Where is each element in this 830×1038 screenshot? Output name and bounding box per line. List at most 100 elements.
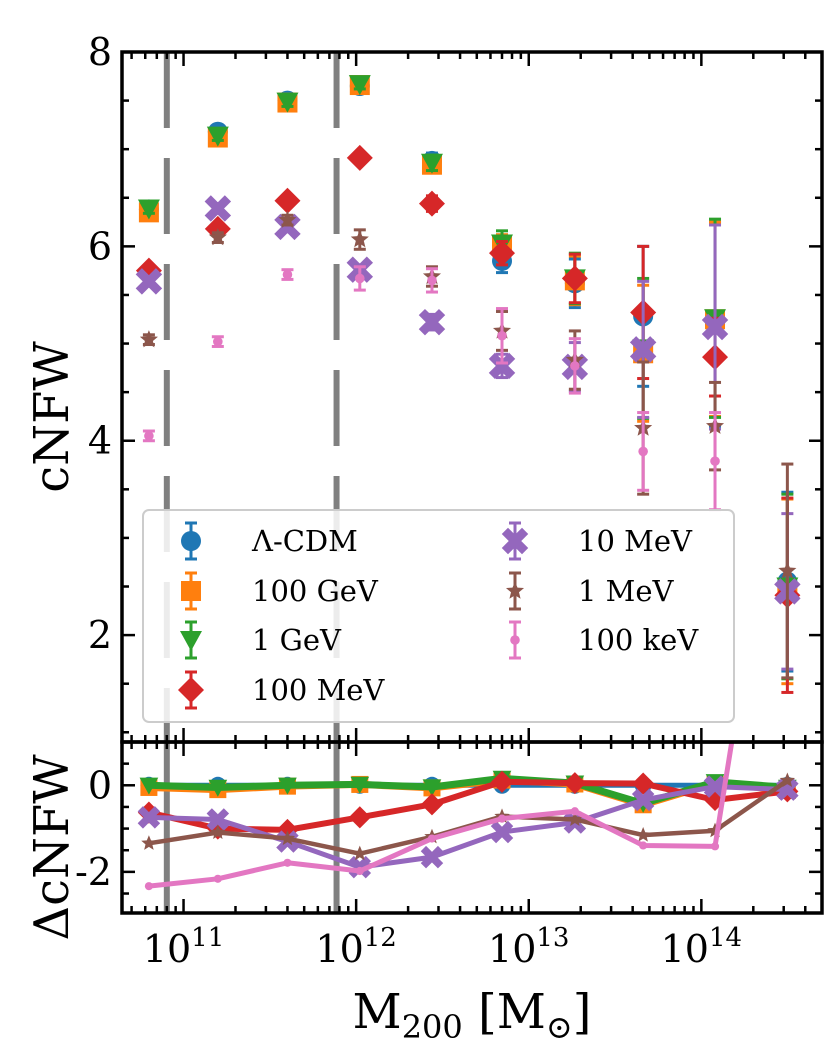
data-point <box>420 793 444 816</box>
legend-item: 100 keV <box>509 620 699 660</box>
legend-marker <box>505 581 525 599</box>
legend-item: Λ-CDM <box>181 521 358 561</box>
data-point <box>422 779 442 797</box>
axes-overlay: 2 4 6 8 -2 0 1011 1012 1013 1014 cNFW ΔcNFW M200 [M⊙… <box>24 30 824 1038</box>
data-point <box>279 830 296 846</box>
legend-marker <box>501 527 529 555</box>
data-point <box>635 827 651 842</box>
legend-label: 1 MeV <box>578 574 675 608</box>
legend-marker <box>181 581 201 601</box>
legend-marker <box>180 631 202 651</box>
y-tick-label: 4 <box>88 419 112 463</box>
series-top-6 <box>142 265 722 512</box>
data-point <box>563 772 586 795</box>
data-point <box>420 153 443 174</box>
data-point <box>348 75 371 96</box>
data-point <box>638 446 648 457</box>
top-panel <box>135 52 801 742</box>
legend-label: Λ-CDM <box>251 524 358 558</box>
data-point <box>355 273 365 284</box>
legend-item: 1 MeV <box>505 571 675 611</box>
data-point <box>204 195 232 222</box>
data-point <box>632 772 655 795</box>
data-point <box>488 352 516 380</box>
data-point <box>208 228 227 246</box>
data-point <box>137 806 161 829</box>
data-point <box>631 788 655 812</box>
data-point <box>135 268 163 295</box>
data-point <box>144 882 153 891</box>
data-point <box>350 776 370 794</box>
data-point <box>570 807 579 816</box>
data-point <box>355 866 364 876</box>
legend-item: 100 GeV <box>181 571 379 611</box>
data-point <box>137 199 160 220</box>
data-point <box>783 392 791 400</box>
data-point <box>710 842 720 851</box>
data-point <box>282 269 293 280</box>
x-tick-label: 1011 <box>143 923 224 971</box>
data-point <box>274 187 301 214</box>
data-point <box>497 330 507 341</box>
data-point <box>144 431 154 441</box>
data-point <box>346 144 373 171</box>
legend-label: 1 GeV <box>252 623 342 657</box>
y-tick-label: 8 <box>88 30 112 74</box>
series-line <box>148 742 735 889</box>
data-point <box>427 834 437 843</box>
y-tick-label: 6 <box>88 224 112 268</box>
legend-label: 100 keV <box>578 623 699 657</box>
series-line <box>148 784 788 870</box>
x-tick-label: 1013 <box>488 923 569 971</box>
series-bottom-6 <box>144 392 791 891</box>
data-point <box>208 779 228 797</box>
data-point <box>206 126 229 147</box>
data-point <box>418 190 445 217</box>
bottom-plot-area <box>137 392 799 913</box>
data-point <box>213 336 223 347</box>
data-point <box>570 361 580 371</box>
data-point <box>710 456 720 466</box>
data-point <box>778 561 797 579</box>
data-point <box>418 308 446 336</box>
data-point <box>283 858 292 867</box>
data-point <box>420 845 444 869</box>
data-point <box>567 811 583 827</box>
data-point <box>213 874 222 883</box>
x-axis-title: M200 [M⊙] <box>353 984 592 1038</box>
y-tick-label: -2 <box>75 850 112 894</box>
data-point <box>139 330 158 348</box>
legend-label: 10 MeV <box>578 524 693 558</box>
legend-frame <box>142 509 735 723</box>
data-point <box>703 775 727 798</box>
data-point <box>348 806 371 829</box>
legend-item: 10 MeV <box>501 521 693 561</box>
data-point <box>639 841 648 850</box>
x-tick-label: 1014 <box>661 923 742 971</box>
data-point <box>629 336 657 363</box>
data-point <box>350 230 369 248</box>
legend: Λ-CDM 100 GeV 1 GeV 100 MeV 10 MeV 1 MeV 100 k… <box>142 509 735 723</box>
legend-item: 100 MeV <box>178 670 385 710</box>
data-point <box>206 808 230 831</box>
data-point <box>490 770 514 793</box>
y-tick-label: 2 <box>88 613 112 657</box>
legend-item: 1 GeV <box>180 620 342 660</box>
data-point <box>274 213 301 241</box>
data-point <box>210 824 226 840</box>
data-point <box>427 275 437 286</box>
data-point <box>278 210 297 228</box>
legend-marker <box>178 677 204 703</box>
legend-label: 100 MeV <box>252 673 385 707</box>
bottom-panel <box>137 392 799 913</box>
x-tick-label: 1012 <box>315 923 396 971</box>
top-plot-area <box>135 52 801 742</box>
data-point <box>139 777 159 795</box>
legend-marker <box>181 531 201 551</box>
data-point <box>489 240 516 267</box>
data-point <box>779 772 796 788</box>
y-tick-label: 0 <box>88 763 112 807</box>
data-point <box>141 835 157 850</box>
data-point <box>352 845 368 861</box>
